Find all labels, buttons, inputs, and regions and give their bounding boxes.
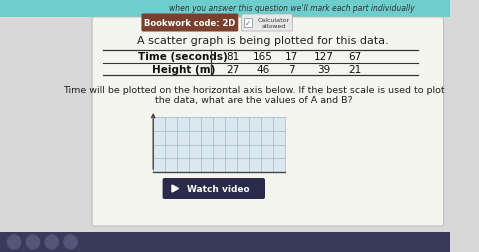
Text: A scatter graph is being plotted for this data.: A scatter graph is being plotted for thi… xyxy=(137,36,389,46)
Text: Height (m): Height (m) xyxy=(151,65,215,75)
Text: 17: 17 xyxy=(285,52,298,62)
FancyBboxPatch shape xyxy=(92,18,444,226)
Text: 46: 46 xyxy=(257,65,270,75)
Bar xyxy=(0,0,450,18)
Bar xyxy=(0,232,450,252)
Text: ✓: ✓ xyxy=(245,20,251,26)
Circle shape xyxy=(45,235,58,249)
Text: 39: 39 xyxy=(318,65,331,75)
FancyBboxPatch shape xyxy=(244,19,252,28)
FancyBboxPatch shape xyxy=(162,178,265,199)
Text: 81: 81 xyxy=(227,52,240,62)
Text: Watch video: Watch video xyxy=(187,184,250,193)
Text: Calculator
allowed: Calculator allowed xyxy=(257,18,289,29)
Text: the data, what are the values of A and B?: the data, what are the values of A and B… xyxy=(155,95,353,104)
Text: Time (seconds): Time (seconds) xyxy=(138,52,228,62)
Text: 21: 21 xyxy=(349,65,362,75)
Text: when you answer this question we'll mark each part individually: when you answer this question we'll mark… xyxy=(169,4,414,12)
Text: Time will be plotted on the horizontal axis below. If the best scale is used to : Time will be plotted on the horizontal a… xyxy=(63,85,445,94)
Text: Bookwork code: 2D: Bookwork code: 2D xyxy=(144,19,236,28)
Text: 7: 7 xyxy=(288,65,295,75)
Polygon shape xyxy=(172,185,179,192)
Circle shape xyxy=(26,235,39,249)
FancyBboxPatch shape xyxy=(241,15,292,32)
Bar xyxy=(153,117,285,172)
FancyBboxPatch shape xyxy=(141,14,238,32)
Circle shape xyxy=(8,235,21,249)
Text: 27: 27 xyxy=(227,65,240,75)
Text: 165: 165 xyxy=(253,52,273,62)
Circle shape xyxy=(64,235,77,249)
Text: 127: 127 xyxy=(314,52,334,62)
Text: 67: 67 xyxy=(349,52,362,62)
